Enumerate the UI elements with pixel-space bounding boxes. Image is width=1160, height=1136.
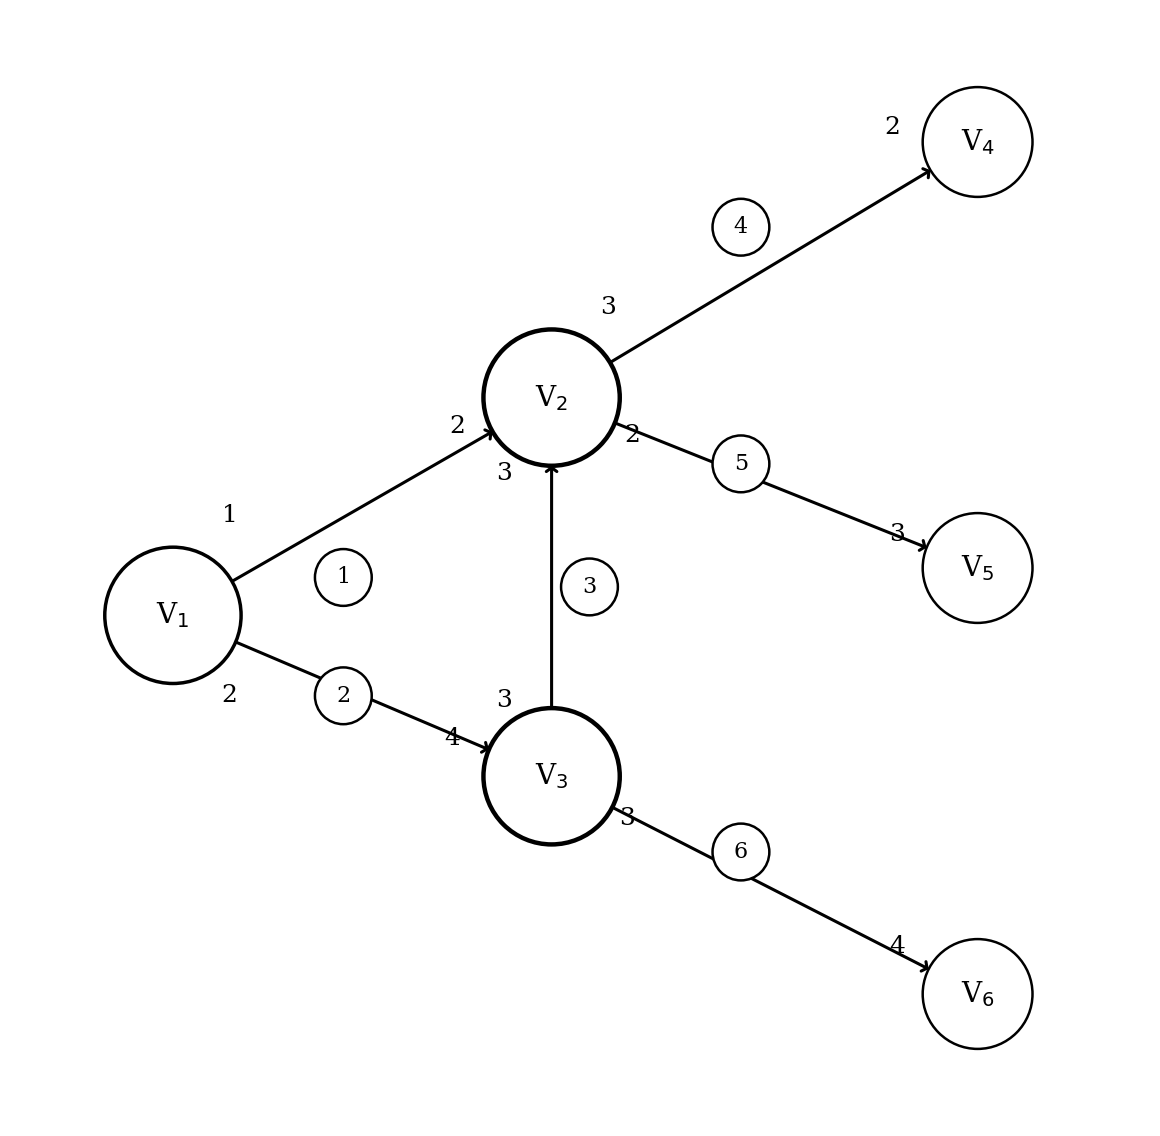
Circle shape — [314, 549, 371, 605]
Text: 2: 2 — [222, 684, 238, 708]
Text: 4: 4 — [444, 727, 461, 750]
Text: 1: 1 — [222, 504, 238, 527]
Text: V$_{3}$: V$_{3}$ — [535, 761, 568, 791]
Text: 1: 1 — [336, 567, 350, 588]
Circle shape — [712, 435, 769, 492]
Circle shape — [922, 513, 1032, 623]
Circle shape — [314, 668, 371, 725]
Text: 3: 3 — [496, 690, 513, 712]
Text: 2: 2 — [884, 116, 900, 140]
Text: 3: 3 — [601, 296, 616, 319]
Text: V$_{2}$: V$_{2}$ — [535, 383, 568, 412]
Text: 3: 3 — [619, 808, 636, 830]
Text: 4: 4 — [734, 216, 748, 239]
Text: V$_{5}$: V$_{5}$ — [960, 553, 994, 583]
Circle shape — [922, 939, 1032, 1049]
Text: 6: 6 — [734, 841, 748, 863]
Text: V$_{6}$: V$_{6}$ — [960, 979, 994, 1009]
Text: 2: 2 — [624, 424, 640, 446]
Circle shape — [712, 824, 769, 880]
Text: V$_{4}$: V$_{4}$ — [960, 127, 994, 157]
Circle shape — [561, 559, 618, 616]
Text: V$_{1}$: V$_{1}$ — [157, 601, 189, 630]
Text: 2: 2 — [449, 415, 465, 437]
Text: 3: 3 — [582, 576, 596, 598]
Text: 5: 5 — [734, 453, 748, 475]
Text: 3: 3 — [496, 462, 513, 485]
Circle shape — [104, 548, 241, 684]
Text: 2: 2 — [336, 685, 350, 707]
Circle shape — [484, 708, 619, 844]
Circle shape — [484, 329, 619, 466]
Text: 4: 4 — [890, 935, 905, 958]
Circle shape — [712, 199, 769, 256]
Text: 3: 3 — [890, 524, 905, 546]
Circle shape — [922, 87, 1032, 197]
